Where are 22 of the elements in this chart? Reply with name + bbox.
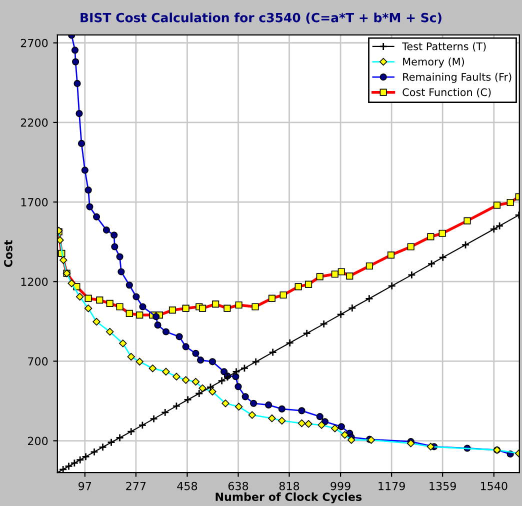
- y-tick-label: 200: [28, 436, 48, 446]
- y-tick-label: 700: [28, 357, 48, 366]
- x-tick-label: 277: [126, 482, 146, 490]
- x-tick-label: 638: [228, 482, 248, 490]
- x-tick-label: 1540: [480, 482, 508, 490]
- y-tick-label: 2700: [20, 38, 48, 48]
- y-tick-label: 1200: [21, 278, 48, 286]
- y-axis-title: Cost: [4, 240, 12, 268]
- y-tick-label: 1700: [21, 198, 48, 206]
- x-tick-label: 818: [279, 482, 300, 490]
- legend-label: Cost Function (C): [402, 88, 491, 98]
- x-tick-label: 97: [78, 482, 92, 490]
- x-axis-title: Number of Clock Cycles: [216, 492, 362, 504]
- y-tick-label: 2200: [20, 118, 48, 127]
- x-tick-label: 1359: [430, 482, 456, 490]
- legend-label: Remaining Faults (Fr): [403, 72, 512, 83]
- x-tick-label: 1179: [378, 482, 405, 490]
- legend-label: Memory (M): [403, 58, 464, 68]
- legend-label: Test Patterns (T): [402, 42, 486, 52]
- x-tick-label: 458: [177, 482, 198, 490]
- x-tick-label: 999: [330, 482, 350, 490]
- chart-title: BIST Cost Calculation for c3540 (C=a*T + b*M + Sc): [80, 12, 442, 24]
